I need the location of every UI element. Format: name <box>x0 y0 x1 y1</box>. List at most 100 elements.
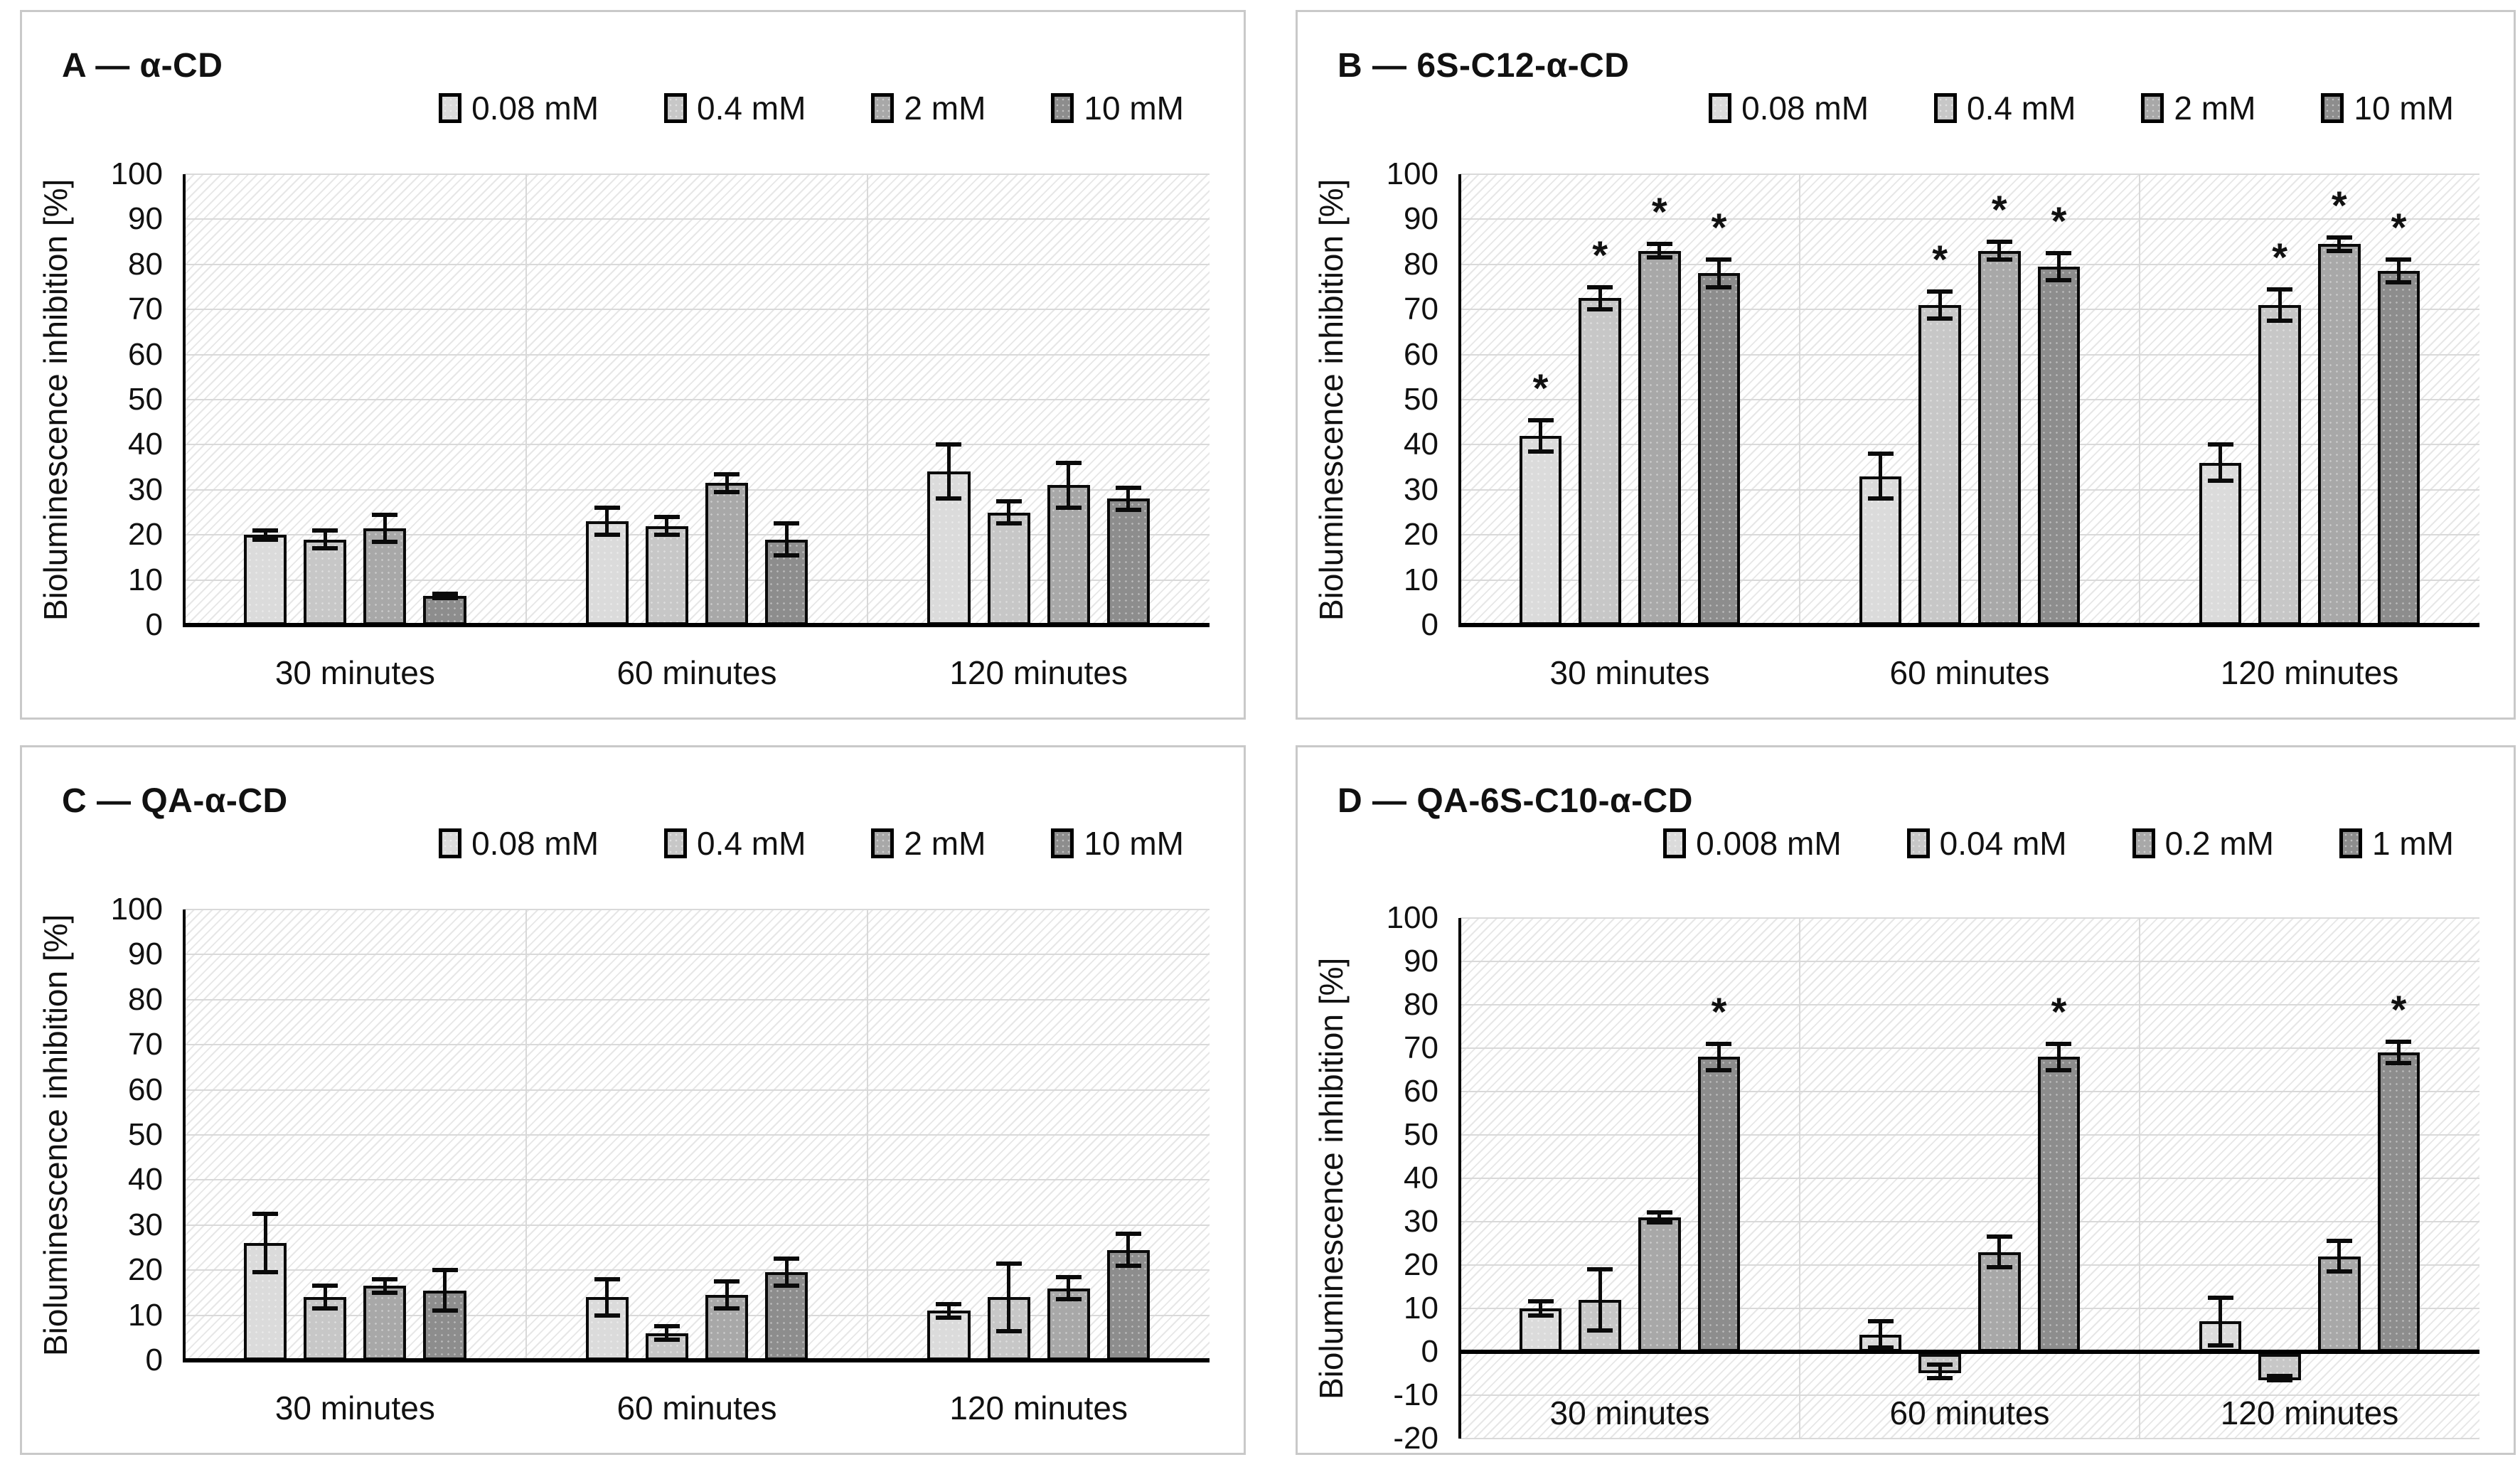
error-bar-cap <box>2386 257 2412 262</box>
significance-star: * <box>1711 988 1727 1034</box>
legend-label: 10 mM <box>2354 90 2454 127</box>
error-bar-cap <box>936 442 962 447</box>
group-separator-line <box>867 174 869 625</box>
legend-swatch-icon <box>1051 93 1074 123</box>
bar-B-10mM-30minutes <box>1697 273 1741 625</box>
bar-C-2mM-30minutes <box>363 1286 407 1360</box>
error-bar-cap <box>714 471 740 476</box>
legend-item: 0.4 mM <box>664 824 806 863</box>
bar-A-0.4mM-30minutes <box>304 539 347 625</box>
y-tick-label: 90 <box>128 937 163 972</box>
y-axis-line <box>1458 918 1461 1439</box>
plot-area: 0 10 20 30 40 50 60 70 80 90 100 * * * * * * * * * * 30 minut… <box>1387 156 2479 691</box>
panel-b-6s-c12-alpha-cd: B — 6S-C12-α-CD 0.08 mM 0.4 mM 2 mM 10 mM B… <box>1296 10 2516 720</box>
error-bar-cap <box>1867 496 1894 501</box>
error-bar-cap <box>2386 1039 2412 1044</box>
error-bar <box>263 530 267 540</box>
error-bar-cap <box>936 496 962 501</box>
legend-item: 2 mM <box>2141 89 2255 127</box>
x-axis-zero-line <box>1458 623 2479 627</box>
panel-a-alpha-cd: A — α-CD 0.08 mM 0.4 mM 2 mM 10 mM Biolumin… <box>20 10 1246 720</box>
legend: 0.08 mM 0.4 mM 2 mM 10 mM <box>439 89 1184 127</box>
error-bar-cap <box>1055 460 1082 465</box>
y-tick-label: 100 <box>1386 900 1438 935</box>
error-bar-cap <box>2267 1377 2293 1382</box>
error-bar-cap <box>2326 1269 2352 1274</box>
gridline <box>1460 1004 2479 1005</box>
bar-B-0.08mM-30minutes <box>1519 435 1562 625</box>
error-bar-cap <box>1867 1319 1894 1324</box>
error-bar <box>1539 420 1543 452</box>
y-tick-label: 30 <box>1404 1204 1438 1239</box>
error-bar <box>665 1326 669 1340</box>
legend-label: 2 mM <box>2174 90 2256 127</box>
y-tick-label: 80 <box>1404 246 1438 282</box>
y-tick-label: 70 <box>1404 1030 1438 1065</box>
legend-swatch-icon <box>664 828 688 858</box>
error-bar-cap <box>372 1276 398 1281</box>
error-bar <box>946 444 951 499</box>
y-axis-line <box>183 909 186 1360</box>
gridline <box>1460 444 2479 446</box>
error-bar-cap <box>1527 1298 1554 1303</box>
gridline <box>184 1179 1210 1181</box>
gridline <box>1460 489 2479 491</box>
error-bar-cap <box>714 489 740 494</box>
y-tick-label: 80 <box>128 246 163 282</box>
error-bar-cap <box>1927 316 1953 321</box>
error-bar-cap <box>1587 1328 1613 1333</box>
error-bar <box>1938 291 1942 319</box>
error-bar-cap <box>1055 1274 1082 1279</box>
legend-item: 2 mM <box>871 89 986 127</box>
error-bar-cap <box>252 528 279 533</box>
error-bar-cap <box>1986 1234 2012 1239</box>
group-separator-line <box>2139 174 2140 625</box>
bar-A-0.4mM-60minutes <box>645 526 688 625</box>
gridline <box>184 954 1210 956</box>
bar-D-1mM-30minutes <box>1697 1057 1741 1352</box>
error-bar-cap <box>2267 1373 2293 1378</box>
error-bar-cap <box>936 1301 962 1306</box>
bar-A-10mM-30minutes <box>423 595 466 625</box>
error-bar <box>1717 1043 1721 1070</box>
bar-A-10mM-120minutes <box>1106 498 1150 625</box>
y-tick-label: 90 <box>1404 944 1438 978</box>
y-tick-label: 0 <box>145 1343 163 1377</box>
legend-label: 0.08 mM <box>471 90 599 127</box>
error-bar-cap <box>1867 452 1894 457</box>
error-bar <box>2056 1043 2061 1070</box>
error-bar <box>665 516 669 535</box>
gridline <box>184 444 1210 446</box>
error-bar-cap <box>1986 257 2012 262</box>
bar-A-2mM-60minutes <box>705 483 749 625</box>
gridline <box>1460 353 2479 356</box>
error-bar <box>784 1259 789 1286</box>
gridline <box>184 489 1210 491</box>
error-bar <box>1997 242 2002 260</box>
error-bar <box>443 1270 447 1311</box>
gridline <box>1460 579 2479 581</box>
significance-star: * <box>2391 205 2407 250</box>
error-bar-cap <box>1986 1265 2012 1270</box>
gridline <box>184 263 1210 265</box>
x-category-label: 120 minutes <box>2220 654 2399 691</box>
bar-B-0.4mM-60minutes <box>1918 304 1962 625</box>
error-bar-cap <box>2326 235 2352 240</box>
error-bar-cap <box>1115 508 1141 513</box>
y-tick-label: 60 <box>1404 336 1438 372</box>
error-bar-cap <box>1646 255 1672 260</box>
y-tick-label: 20 <box>1404 1247 1438 1282</box>
error-bar-cap <box>252 537 279 542</box>
error-bar <box>1879 1321 1883 1348</box>
error-bar-cap <box>1646 1210 1672 1215</box>
error-bar <box>2219 1297 2223 1345</box>
legend-swatch-icon <box>2321 93 2344 123</box>
error-bar-cap <box>2207 442 2233 447</box>
legend-item: 10 mM <box>2321 89 2454 127</box>
error-bar <box>1997 1237 2002 1268</box>
legend-label: 1 mM <box>2372 825 2454 862</box>
error-bar-cap <box>432 591 458 596</box>
error-bar <box>725 474 729 492</box>
gridline <box>1460 1047 2479 1049</box>
y-tick-label: 90 <box>1404 201 1438 237</box>
